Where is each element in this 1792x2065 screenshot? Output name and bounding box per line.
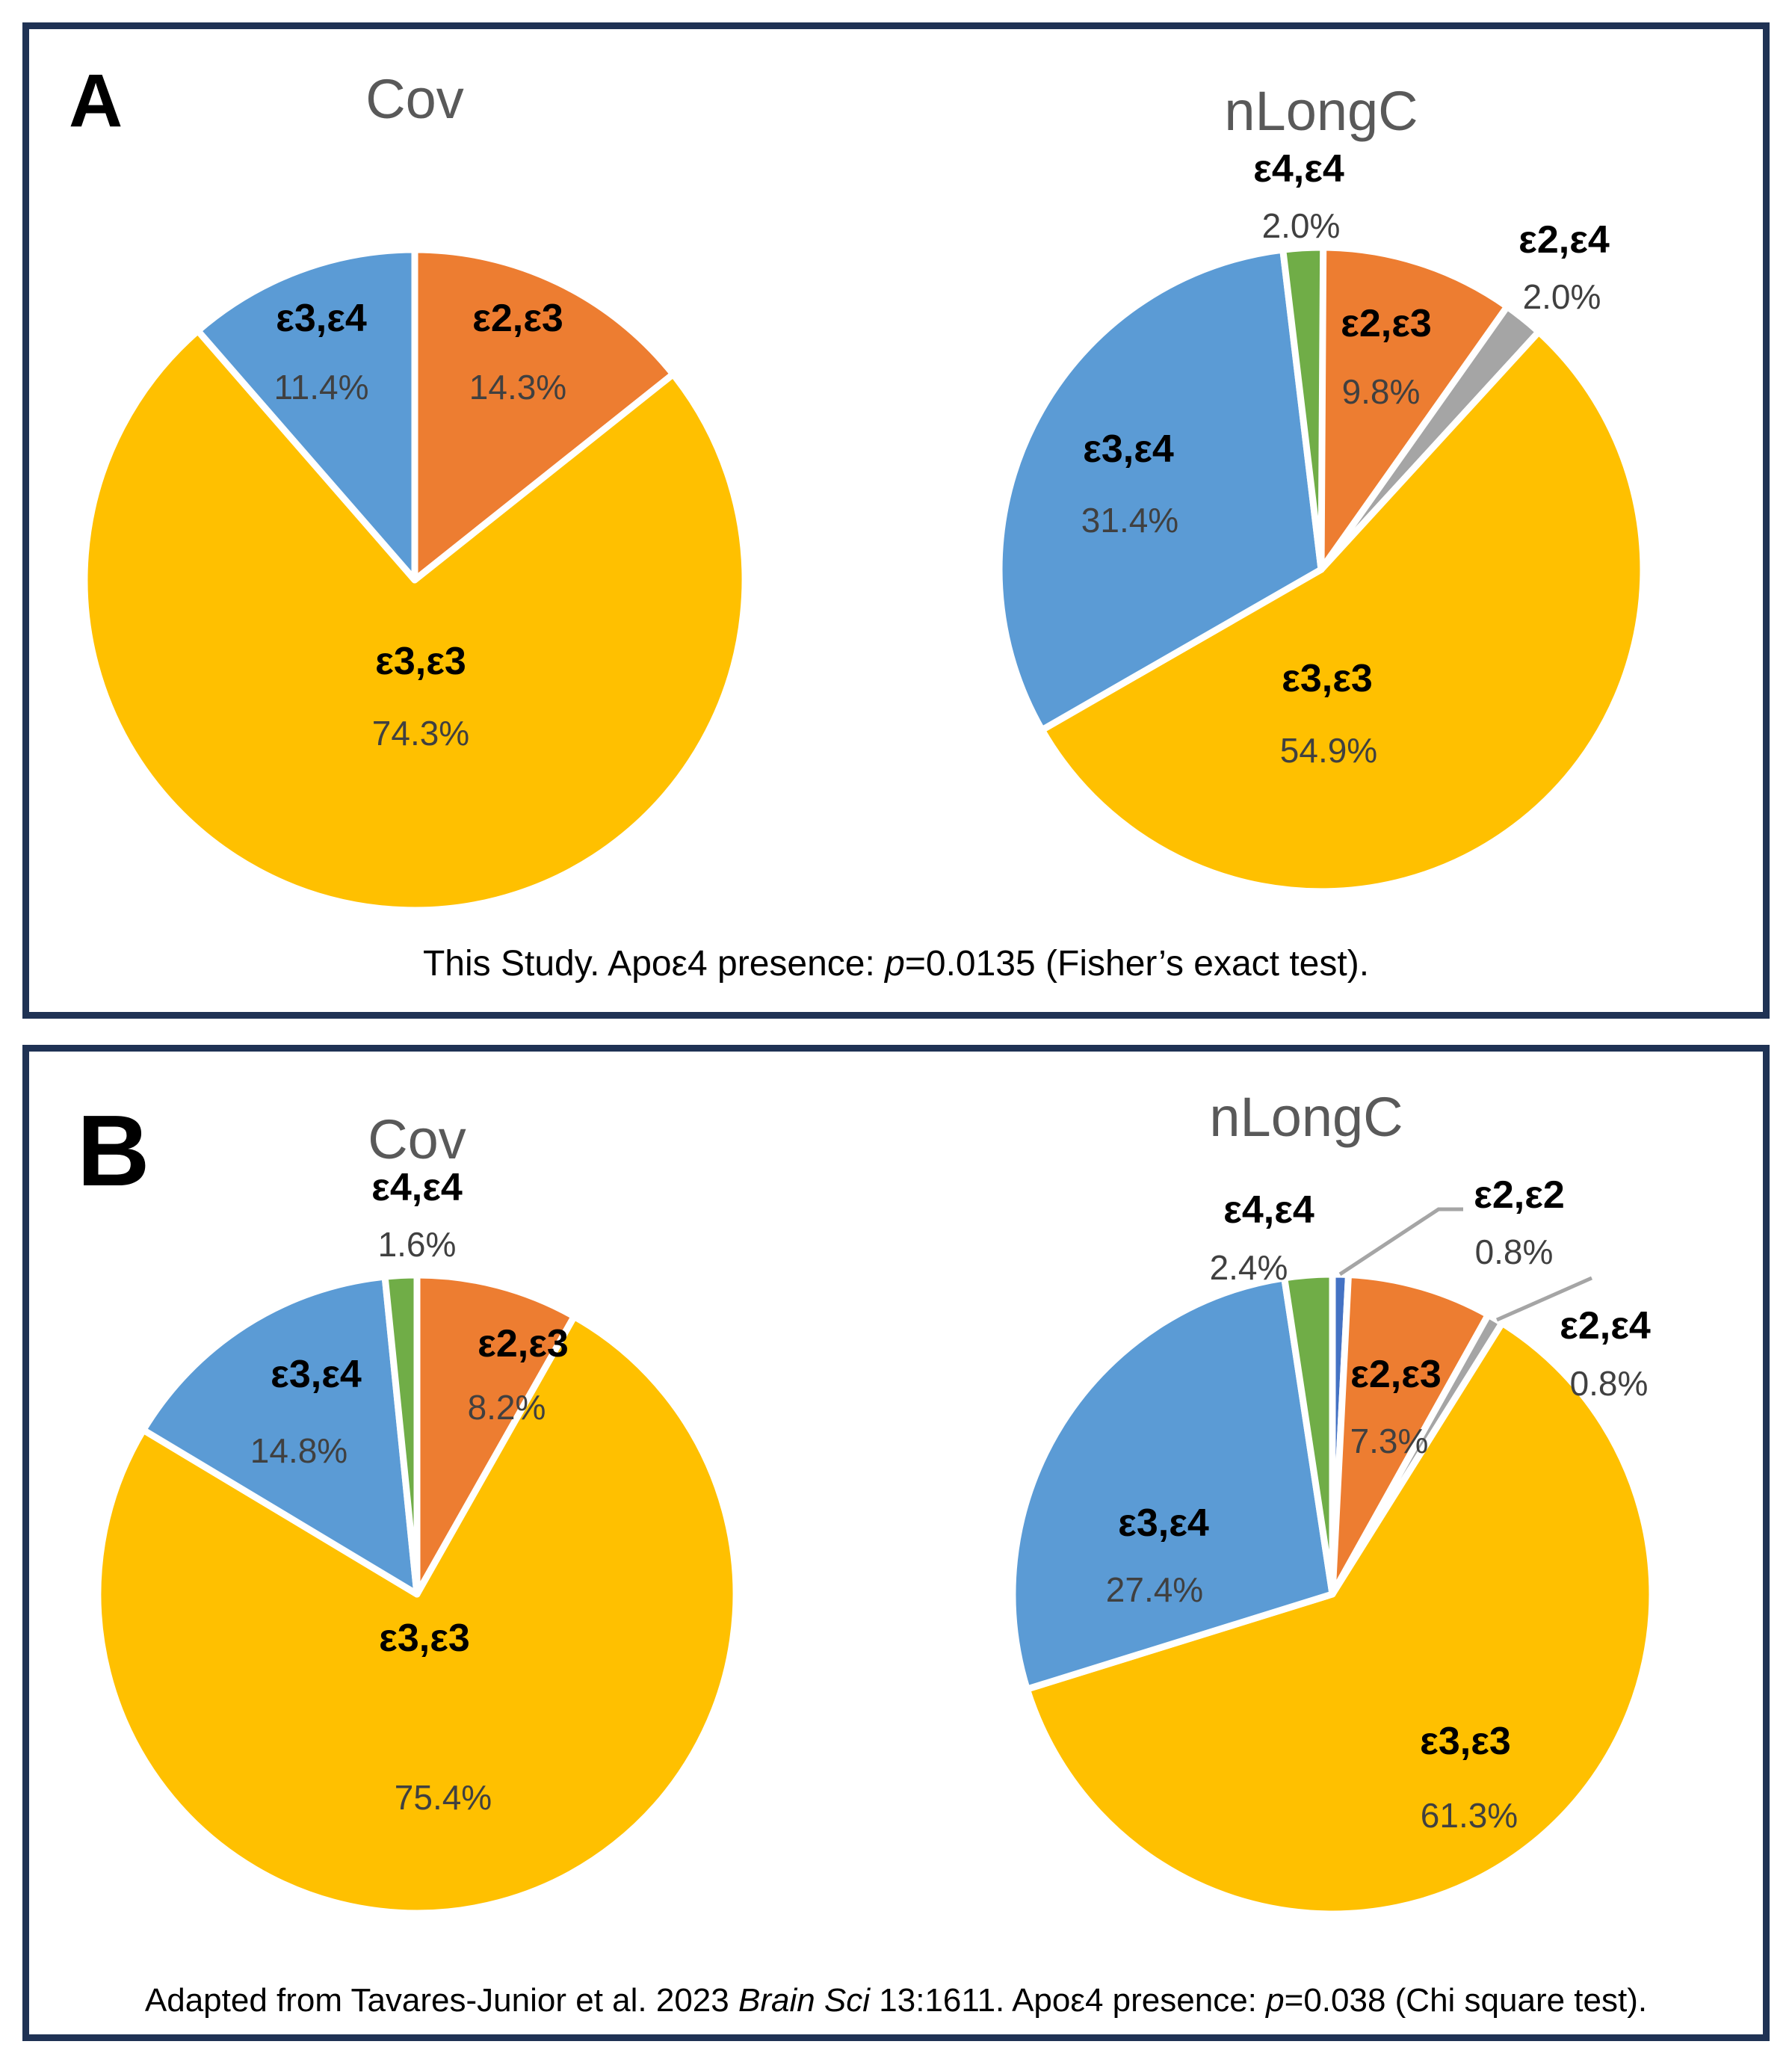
caption-segment: 13:1611. Apoε4 presence: [870, 1982, 1267, 2019]
panel-B-box [22, 1045, 1770, 2041]
panel-A-letter: A [69, 59, 123, 143]
pie-title-B-cov: Cov [368, 1108, 466, 1170]
pie-title-B-nlongc: nLongC [1209, 1086, 1403, 1148]
caption-segment: p [1266, 1982, 1285, 2019]
caption-segment: =0.0135 (Fisher’s exact test). [904, 944, 1370, 984]
caption-segment: Brain Sci [738, 1982, 871, 2019]
caption-segment: p [885, 944, 905, 984]
caption-segment: This Study. Apoε4 presence: [422, 944, 886, 984]
panel-B-letter: B [77, 1094, 150, 1207]
pie-title-A-nlongc: nLongC [1224, 80, 1418, 142]
panel-A-caption: This Study. Apoε4 presence: p=0.0135 (Fi… [29, 943, 1763, 984]
caption-segment: Adapted from Tavares-Junior et al. 2023 [144, 1982, 738, 2019]
panel-B-caption: Adapted from Tavares-Junior et al. 2023 … [29, 1982, 1763, 2019]
panel-A-box [22, 22, 1770, 1019]
caption-segment: =0.038 (Chi square test). [1284, 1982, 1648, 2019]
pie-title-A-cov: Cov [365, 68, 464, 130]
